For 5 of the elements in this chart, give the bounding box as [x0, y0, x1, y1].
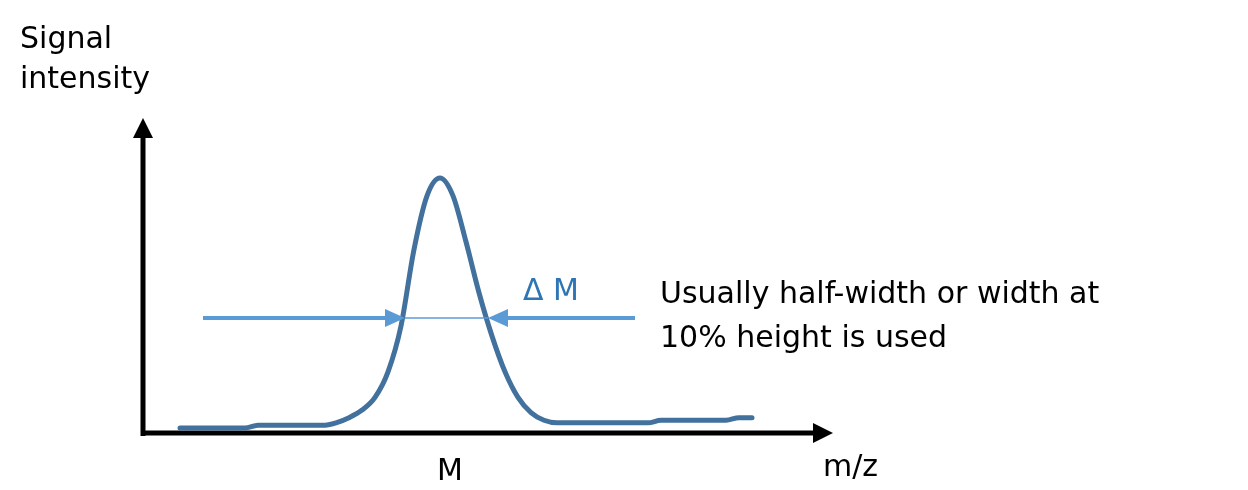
text: M [437, 452, 463, 487]
x-axis-title: m/z [823, 448, 879, 483]
annotation: Usually half-width or width at 10% height is used [660, 275, 1100, 354]
annotation: Δ M [523, 272, 579, 307]
y-axis-title: Signal intensity [20, 20, 151, 95]
